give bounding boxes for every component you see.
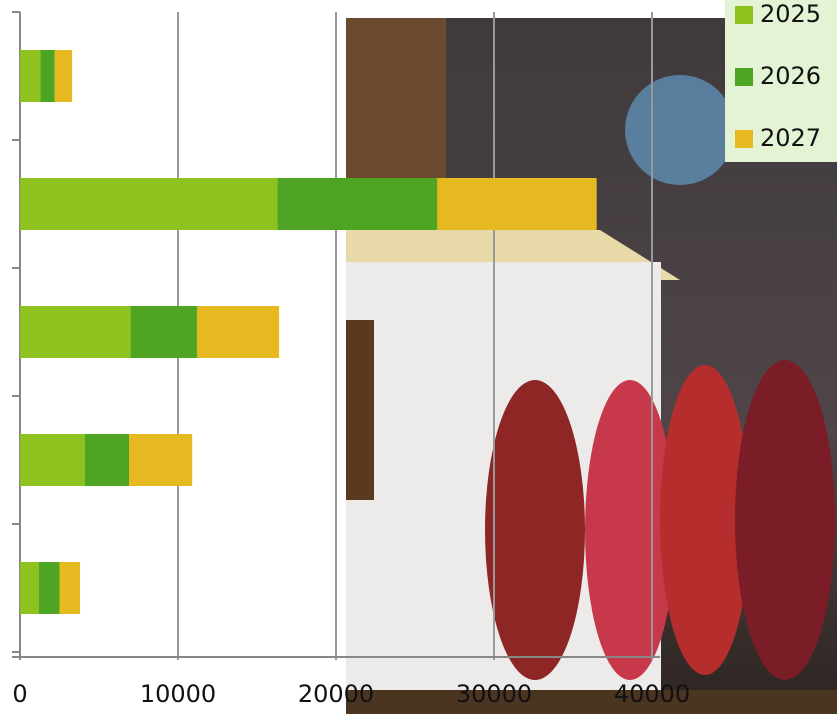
bar-segment <box>131 306 197 358</box>
bar-segment <box>197 306 279 358</box>
x-tick-label: 40000 <box>614 680 690 708</box>
bar-segment <box>41 50 55 102</box>
bar-segment <box>20 434 85 486</box>
legend-label: 2026 <box>760 62 821 90</box>
bar-segment <box>20 306 131 358</box>
x-tick-label: 30000 <box>456 680 532 708</box>
chart: 0 10000 20000 30000 40000 2025 2026 2027 <box>0 0 837 714</box>
legend-swatch <box>735 6 753 24</box>
x-tick-label: 20000 <box>298 680 374 708</box>
bar-segment <box>39 562 60 614</box>
bar-segment <box>60 562 81 614</box>
bar-segment <box>20 50 41 102</box>
legend-label: 2027 <box>760 124 821 152</box>
x-tick-label: 0 <box>12 680 27 708</box>
x-tick-label: 10000 <box>140 680 216 708</box>
bar-segment <box>20 178 278 230</box>
legend: 2025 2026 2027 <box>725 0 837 162</box>
legend-swatch <box>735 68 753 86</box>
bar-segment <box>55 50 72 102</box>
bar-segment <box>278 178 438 230</box>
legend-swatch <box>735 130 753 148</box>
bar-segment <box>20 562 39 614</box>
bar-segment <box>85 434 129 486</box>
bar-segment <box>437 178 597 230</box>
bar-segment <box>129 434 192 486</box>
legend-label: 2025 <box>760 0 821 28</box>
